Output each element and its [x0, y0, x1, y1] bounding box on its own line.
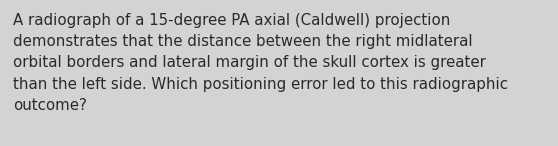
Text: A radiograph of a 15-degree PA axial (Caldwell) projection
demonstrates that the: A radiograph of a 15-degree PA axial (Ca…	[13, 13, 508, 113]
